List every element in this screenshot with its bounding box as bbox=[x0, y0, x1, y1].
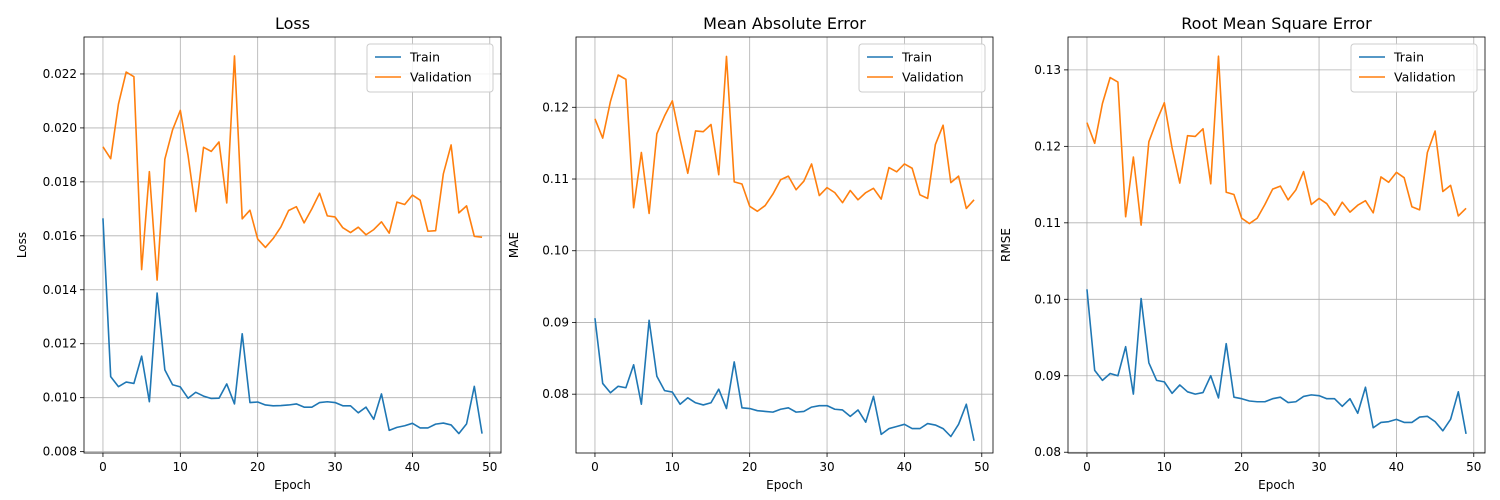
y-tick-label: 0.11 bbox=[1034, 216, 1061, 230]
x-tick-label: 30 bbox=[327, 460, 342, 474]
series-line-train bbox=[1086, 289, 1467, 435]
y-axis-label: MAE bbox=[507, 232, 521, 258]
x-tick-label: 40 bbox=[1389, 460, 1404, 474]
x-tick-label: 10 bbox=[173, 460, 188, 474]
legend-label-train: Train bbox=[901, 50, 932, 65]
series-line-train bbox=[594, 318, 975, 441]
x-tick-label: 10 bbox=[1157, 460, 1172, 474]
x-tick-label: 40 bbox=[897, 460, 912, 474]
legend-label-train: Train bbox=[1393, 50, 1424, 65]
plot-frame bbox=[83, 36, 502, 454]
x-tick-label: 0 bbox=[99, 460, 107, 474]
chart-title: Mean Absolute Error bbox=[703, 14, 866, 33]
x-tick-label: 50 bbox=[1466, 460, 1481, 474]
y-tick-label: 0.08 bbox=[542, 387, 569, 401]
x-tick-label: 10 bbox=[665, 460, 680, 474]
legend: Train Validation bbox=[1350, 43, 1478, 93]
chart-title: Root Mean Square Error bbox=[1181, 14, 1372, 33]
x-tick-label: 50 bbox=[974, 460, 989, 474]
legend-label-train: Train bbox=[409, 50, 440, 65]
chart-title: Loss bbox=[275, 14, 310, 33]
y-tick-label: 0.08 bbox=[1034, 445, 1061, 459]
series-line-validation bbox=[1086, 55, 1467, 226]
y-tick-label: 0.022 bbox=[43, 67, 77, 81]
legend-box bbox=[366, 43, 494, 93]
x-tick-label: 0 bbox=[591, 460, 599, 474]
legend-label-validation: Validation bbox=[902, 70, 964, 85]
plot-frame bbox=[575, 36, 994, 454]
y-tick-label: 0.008 bbox=[43, 445, 77, 459]
legend: Train Validation bbox=[366, 43, 494, 93]
y-tick-label: 0.12 bbox=[542, 100, 569, 114]
y-axis-label: RMSE bbox=[999, 228, 1013, 262]
x-tick-label: 20 bbox=[742, 460, 757, 474]
y-tick-label: 0.018 bbox=[43, 175, 77, 189]
legend: Train Validation bbox=[858, 43, 986, 93]
x-tick-label: 50 bbox=[482, 460, 497, 474]
x-tick-label: 40 bbox=[405, 460, 420, 474]
legend-label-validation: Validation bbox=[1394, 70, 1456, 85]
legend-box bbox=[1350, 43, 1478, 93]
y-tick-label: 0.10 bbox=[542, 244, 569, 258]
x-tick-label: 30 bbox=[1311, 460, 1326, 474]
y-axis-label: Loss bbox=[15, 232, 29, 258]
y-tick-label: 0.014 bbox=[43, 283, 77, 297]
y-tick-label: 0.010 bbox=[43, 391, 77, 405]
x-axis-label: Epoch bbox=[274, 478, 311, 492]
chart-panel-0: 0 10 20 30 40 50 0.008 0.010 0.012 0.014 0.016 0.01… bbox=[15, 14, 502, 492]
legend-box bbox=[858, 43, 986, 93]
legend-label-validation: Validation bbox=[410, 70, 472, 85]
series-line-validation bbox=[102, 55, 483, 281]
y-tick-label: 0.11 bbox=[542, 172, 569, 186]
y-tick-label: 0.09 bbox=[542, 315, 569, 329]
y-tick-label: 0.13 bbox=[1034, 63, 1061, 77]
x-tick-label: 20 bbox=[1234, 460, 1249, 474]
x-axis-label: Epoch bbox=[766, 478, 803, 492]
y-tick-label: 0.020 bbox=[43, 121, 77, 135]
x-axis-label: Epoch bbox=[1258, 478, 1295, 492]
chart-panel-1: 0 10 20 30 40 50 0.08 0.09 0.10 0.11 0.12 Mean Abso… bbox=[507, 14, 994, 492]
plot-frame bbox=[1067, 36, 1486, 454]
y-tick-label: 0.09 bbox=[1034, 369, 1061, 383]
x-tick-label: 20 bbox=[250, 460, 265, 474]
y-tick-label: 0.10 bbox=[1034, 292, 1061, 306]
y-tick-label: 0.012 bbox=[43, 337, 77, 351]
y-tick-label: 0.016 bbox=[43, 229, 77, 243]
chart-panel-2: 0 10 20 30 40 50 0.08 0.09 0.10 0.11 0.12 0.13 Root … bbox=[999, 14, 1486, 492]
x-tick-label: 30 bbox=[819, 460, 834, 474]
series-line-train bbox=[102, 218, 483, 435]
series-line-validation bbox=[594, 55, 975, 215]
y-tick-label: 0.12 bbox=[1034, 139, 1061, 153]
x-tick-label: 0 bbox=[1083, 460, 1091, 474]
